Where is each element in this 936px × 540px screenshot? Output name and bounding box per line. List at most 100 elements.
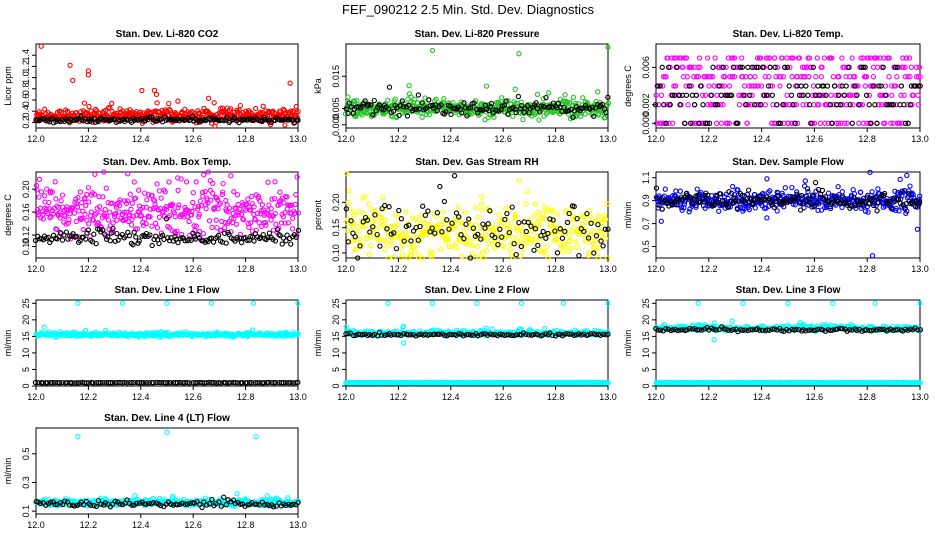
data-point — [142, 118, 148, 124]
data-point — [580, 95, 586, 101]
data-point — [880, 64, 886, 70]
data-point — [821, 55, 828, 61]
data-point — [110, 116, 117, 122]
data-point — [694, 186, 700, 192]
data-point — [695, 64, 701, 70]
data-point — [731, 55, 738, 61]
data-point — [154, 181, 160, 187]
y-tick-label: 0.12 — [21, 226, 31, 244]
x-tick-label: 12.2 — [80, 134, 98, 144]
data-point — [579, 221, 585, 227]
data-point — [484, 248, 490, 254]
data-point — [855, 83, 861, 89]
data-point — [736, 102, 743, 108]
data-point — [59, 192, 66, 198]
data-point — [774, 64, 781, 70]
data-point — [741, 83, 748, 89]
data-point — [904, 55, 910, 61]
plot-frame — [345, 299, 609, 387]
data-point — [669, 120, 676, 126]
data-point — [534, 91, 541, 98]
data-point — [149, 242, 155, 249]
data-point — [438, 102, 444, 108]
data-point — [516, 234, 522, 240]
data-point — [591, 113, 597, 119]
data-point — [125, 198, 131, 204]
data-point — [801, 64, 808, 70]
outlier-point — [516, 51, 522, 57]
data-point — [838, 120, 844, 126]
y-tick-label: 1.2 — [21, 60, 31, 73]
data-point — [408, 94, 414, 100]
data-point — [386, 204, 392, 210]
data-point — [662, 186, 668, 192]
y-tick-label: 0.005 — [331, 97, 341, 120]
data-point — [751, 102, 758, 108]
data-point — [354, 224, 360, 230]
data-point — [471, 100, 477, 106]
data-point — [111, 213, 118, 220]
outlier-point — [904, 172, 910, 179]
data-point — [95, 220, 102, 226]
data-point — [510, 235, 517, 241]
data-point — [486, 107, 492, 114]
x-tick-label: 12.8 — [237, 392, 255, 402]
data-point — [905, 120, 911, 126]
data-point — [858, 55, 864, 61]
data-point — [590, 110, 596, 117]
y-tick-label: 0.000 — [331, 114, 341, 137]
data-point — [169, 201, 176, 207]
data-point — [404, 109, 410, 116]
data-point — [806, 55, 813, 61]
data-point — [726, 83, 733, 89]
data-point — [128, 222, 135, 228]
data-point — [844, 120, 850, 126]
data-point — [699, 92, 706, 98]
x-tick-label: 12.0 — [27, 134, 45, 144]
data-point — [578, 105, 584, 111]
data-point — [907, 102, 913, 108]
data-point — [839, 55, 845, 61]
x-tick-label: 12.8 — [858, 264, 876, 274]
data-point — [870, 74, 877, 80]
data-point — [902, 64, 908, 70]
data-point — [666, 64, 672, 70]
data-point — [574, 244, 580, 251]
data-point — [752, 83, 758, 89]
data-point — [149, 223, 155, 229]
chart-title: Stan. Dev. Li-820 CO2 — [116, 29, 219, 40]
data-point — [752, 74, 758, 80]
data-point — [368, 243, 374, 249]
data-point — [253, 105, 259, 112]
data-point — [295, 117, 301, 123]
data-point — [769, 92, 775, 98]
data-point — [835, 183, 841, 190]
data-point — [475, 243, 481, 250]
x-tick-label: 12.2 — [390, 392, 408, 402]
data-point — [379, 194, 386, 201]
data-point — [817, 92, 823, 98]
data-point — [480, 221, 486, 227]
data-point — [515, 93, 522, 100]
data-point — [722, 74, 728, 80]
data-point — [245, 196, 251, 202]
data-point — [393, 114, 400, 120]
x-tick-label: 12.6 — [806, 134, 824, 144]
y-tick-label: 15 — [331, 331, 341, 341]
data-point — [73, 218, 79, 225]
data-point — [371, 97, 377, 104]
data-point — [345, 110, 351, 117]
data-point — [816, 102, 822, 108]
data-point — [346, 100, 352, 106]
data-point — [862, 83, 868, 89]
data-point — [595, 213, 601, 219]
data-point — [125, 171, 131, 177]
data-point — [166, 100, 172, 107]
data-point — [715, 102, 721, 108]
data-point — [164, 206, 170, 212]
y-tick-label: 0.002 — [641, 93, 651, 116]
data-point — [697, 64, 703, 70]
data-point — [866, 102, 872, 108]
data-point — [397, 103, 404, 109]
